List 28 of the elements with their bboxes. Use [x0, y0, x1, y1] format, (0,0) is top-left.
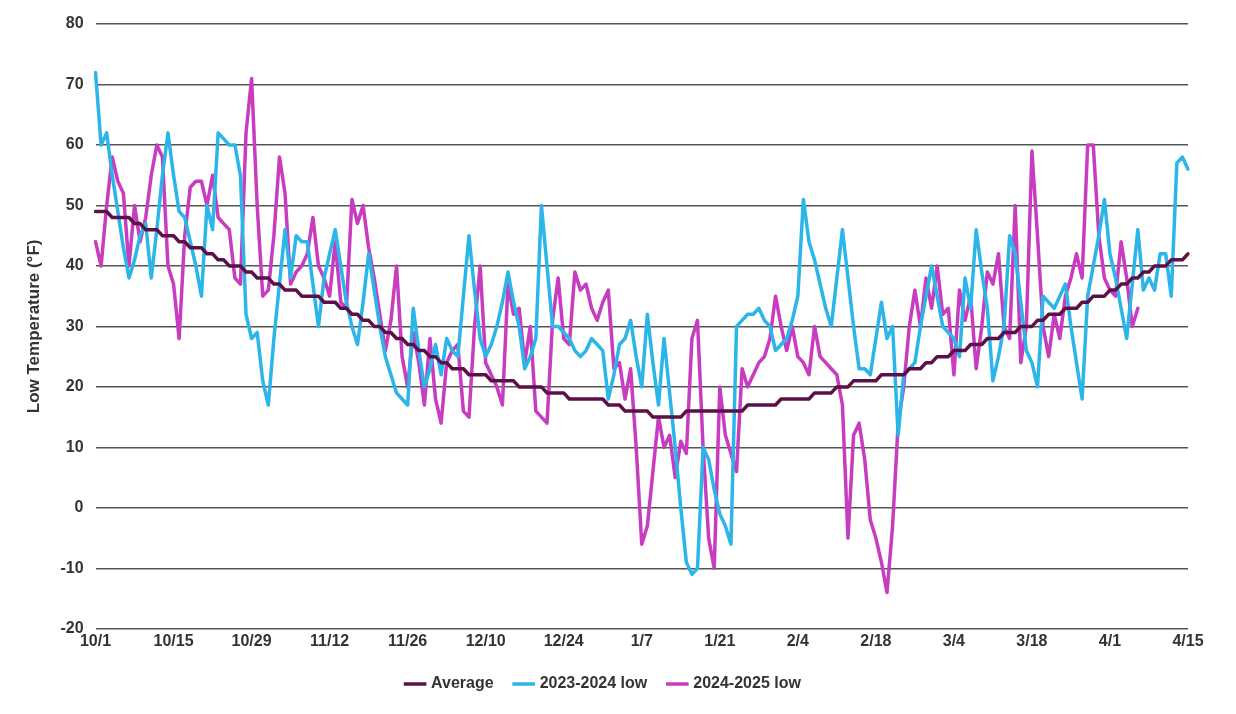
legend-label: 2024-2025 low [693, 674, 802, 692]
x-tick-label: 2/18 [860, 631, 892, 649]
legend-label: 2023-2024 low [539, 674, 648, 692]
y-tick-label: 30 [65, 316, 84, 334]
y-tick-label: 60 [65, 135, 84, 153]
y-tick-label: 0 [74, 498, 84, 516]
x-tick-label: 10/15 [153, 631, 194, 649]
y-tick-label: 80 [65, 14, 84, 32]
x-tick-label: 1/7 [630, 631, 653, 649]
x-tick-label: 3/18 [1016, 631, 1048, 649]
x-tick-label: 3/4 [942, 631, 966, 649]
y-tick-label: 70 [65, 74, 84, 92]
y-tick-label: 50 [65, 195, 84, 213]
x-tick-label: 4/15 [1172, 631, 1204, 649]
x-tick-label: 12/24 [543, 631, 584, 649]
x-tick-label: 10/29 [231, 631, 272, 649]
x-tick-label: 11/12 [310, 631, 350, 649]
y-tick-label: -10 [60, 558, 84, 576]
y-tick-label: 40 [65, 256, 84, 274]
x-tick-label: 11/26 [388, 631, 428, 649]
x-tick-label: 4/1 [1098, 631, 1122, 649]
x-tick-label: 1/21 [704, 631, 736, 649]
x-tick-label: 12/10 [465, 631, 506, 649]
y-tick-label: 20 [65, 377, 84, 395]
legend-label: Average [431, 674, 494, 692]
y-axis-title: Low Temperature (°F) [23, 239, 43, 414]
x-tick-label: 2/4 [786, 631, 810, 649]
y-tick-label: 10 [65, 437, 84, 455]
